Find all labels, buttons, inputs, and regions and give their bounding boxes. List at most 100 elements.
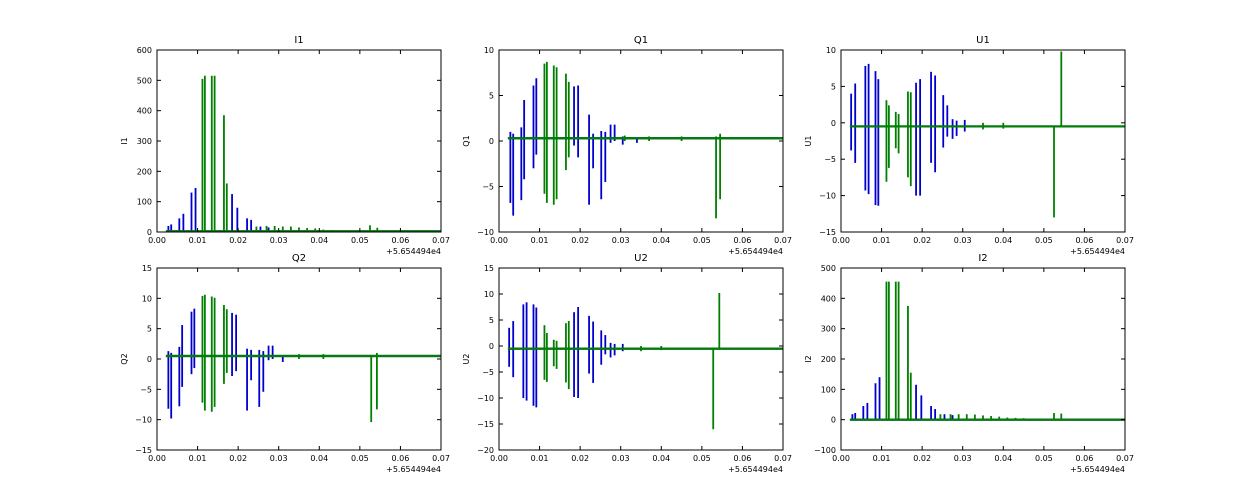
subplot-u2: U2 U2 0.00 0.01 0.02 0.03 0.04 0.05 0.06 0.07 +5.6… [462,253,792,474]
y-tick-label: 10 [484,46,494,55]
y-tick-label: 5 [831,82,836,91]
series-blue [165,188,441,232]
x-tick-label: 0.06 [734,454,752,463]
x-tick-label: 0.00 [148,454,166,463]
y-tick-label: 600 [137,46,152,55]
x-tick-label: 0.07 [774,236,792,245]
y-tick-label: 500 [821,264,836,273]
y-tick-label: 100 [821,385,836,394]
x-offset-text: +5.654494e4 [1070,247,1125,256]
y-tick-label: −15 [477,420,494,429]
y-tick-label: 0 [147,355,152,364]
x-tick-label: 0.02 [229,454,247,463]
x-tick-label: 0.05 [1035,236,1053,245]
y-tick-label: 0 [831,119,836,128]
chart-title: U1 [976,35,990,46]
y-tick-label: 10 [484,290,494,299]
y-tick-label: 400 [821,294,836,303]
x-tick-label: 0.07 [1116,236,1134,245]
y-tick-label: 300 [821,325,836,334]
y-tick-label: −100 [814,446,836,455]
x-tick-label: 0.01 [189,236,207,245]
y-tick-label: 10 [826,46,836,55]
subplot-q1: Q1 Q1 0.00 0.01 0.02 0.03 0.04 0.05 0.06 0.07 +5.6… [462,35,792,256]
y-tick-label: −15 [819,228,836,237]
y-tick-label: 500 [137,76,152,85]
series-blue [507,78,783,216]
axes-frame [498,267,784,451]
y-tick-label: −5 [482,183,494,192]
x-tick-label: 0.05 [693,236,711,245]
axes-frame [840,267,1126,451]
x-tick-label: 0.02 [913,236,931,245]
x-tick-label: 0.04 [652,236,670,245]
x-tick-label: 0.04 [310,454,328,463]
y-axis-label: I1 [120,137,129,144]
y-tick-label: −20 [477,446,494,455]
x-tick-label: 0.06 [1076,236,1094,245]
y-tick-label: 5 [489,316,494,325]
chart-title: Q2 [292,253,306,264]
plot-area [165,75,441,232]
y-tick-label: 300 [137,137,152,146]
subplot-i1: I1 I1 0.00 0.01 0.02 0.03 0.04 0.05 0.06 0.07 +5.6… [120,35,450,256]
x-tick-label: 0.04 [310,236,328,245]
x-tick-label: 0.05 [1035,454,1053,463]
x-tick-label: 0.07 [1116,454,1134,463]
y-tick-label: −10 [819,192,836,201]
x-tick-label: 0.03 [612,236,630,245]
y-axis-label: Q2 [120,353,129,364]
x-tick-label: 0.04 [994,236,1012,245]
y-tick-label: 5 [489,92,494,101]
x-tick-label: 0.03 [612,454,630,463]
axes-frame [840,49,1126,233]
y-tick-label: 200 [821,355,836,364]
x-tick-label: 0.03 [954,236,972,245]
x-tick-label: 0.03 [270,236,288,245]
plot-area [849,281,1125,421]
y-tick-label: 0 [489,137,494,146]
x-tick-label: 0.07 [432,236,450,245]
y-tick-label: 100 [137,198,152,207]
y-axis-label: I2 [804,355,813,362]
y-tick-label: 200 [137,167,152,176]
chart-title: I2 [978,253,987,264]
x-tick-label: 0.02 [913,454,931,463]
x-tick-label: 0.04 [994,454,1012,463]
y-tick-label: 15 [484,264,494,273]
axes-frame [498,49,784,233]
x-offset-text: +5.654494e4 [386,465,441,474]
x-tick-label: 0.00 [832,236,850,245]
x-tick-label: 0.01 [873,454,891,463]
x-tick-label: 0.07 [774,454,792,463]
y-tick-label: 15 [142,264,152,273]
x-tick-label: 0.04 [652,454,670,463]
axes-frame [156,49,442,233]
y-tick-label: 400 [137,107,152,116]
x-offset-text: +5.654494e4 [1070,465,1125,474]
series-green [507,61,783,219]
x-tick-label: 0.05 [351,454,369,463]
chart-title: U2 [634,253,648,264]
y-tick-label: 0 [831,416,836,425]
y-tick-label: 0 [489,342,494,351]
chart-title: Q1 [634,35,648,46]
x-tick-label: 0.01 [531,454,549,463]
y-tick-label: −10 [135,416,152,425]
y-tick-label: −10 [477,228,494,237]
series-green [165,75,441,232]
y-tick-label: −5 [482,368,494,377]
subplot-i2: I2 I2 0.00 0.01 0.02 0.03 0.04 0.05 0.06 0.07 +5.6… [804,253,1134,474]
plot-area [849,51,1125,218]
x-offset-text: +5.654494e4 [728,247,783,256]
x-tick-label: 0.00 [490,236,508,245]
y-tick-label: 10 [142,294,152,303]
series-blue [507,302,783,408]
subplot-u1: U1 U1 0.00 0.01 0.02 0.03 0.04 0.05 0.06 0.07 +5.6… [804,35,1134,256]
x-tick-label: 0.03 [954,454,972,463]
series-blue [849,63,1125,206]
plot-area [507,292,783,430]
x-tick-label: 0.03 [270,454,288,463]
series-green [507,292,783,430]
x-tick-label: 0.00 [490,454,508,463]
